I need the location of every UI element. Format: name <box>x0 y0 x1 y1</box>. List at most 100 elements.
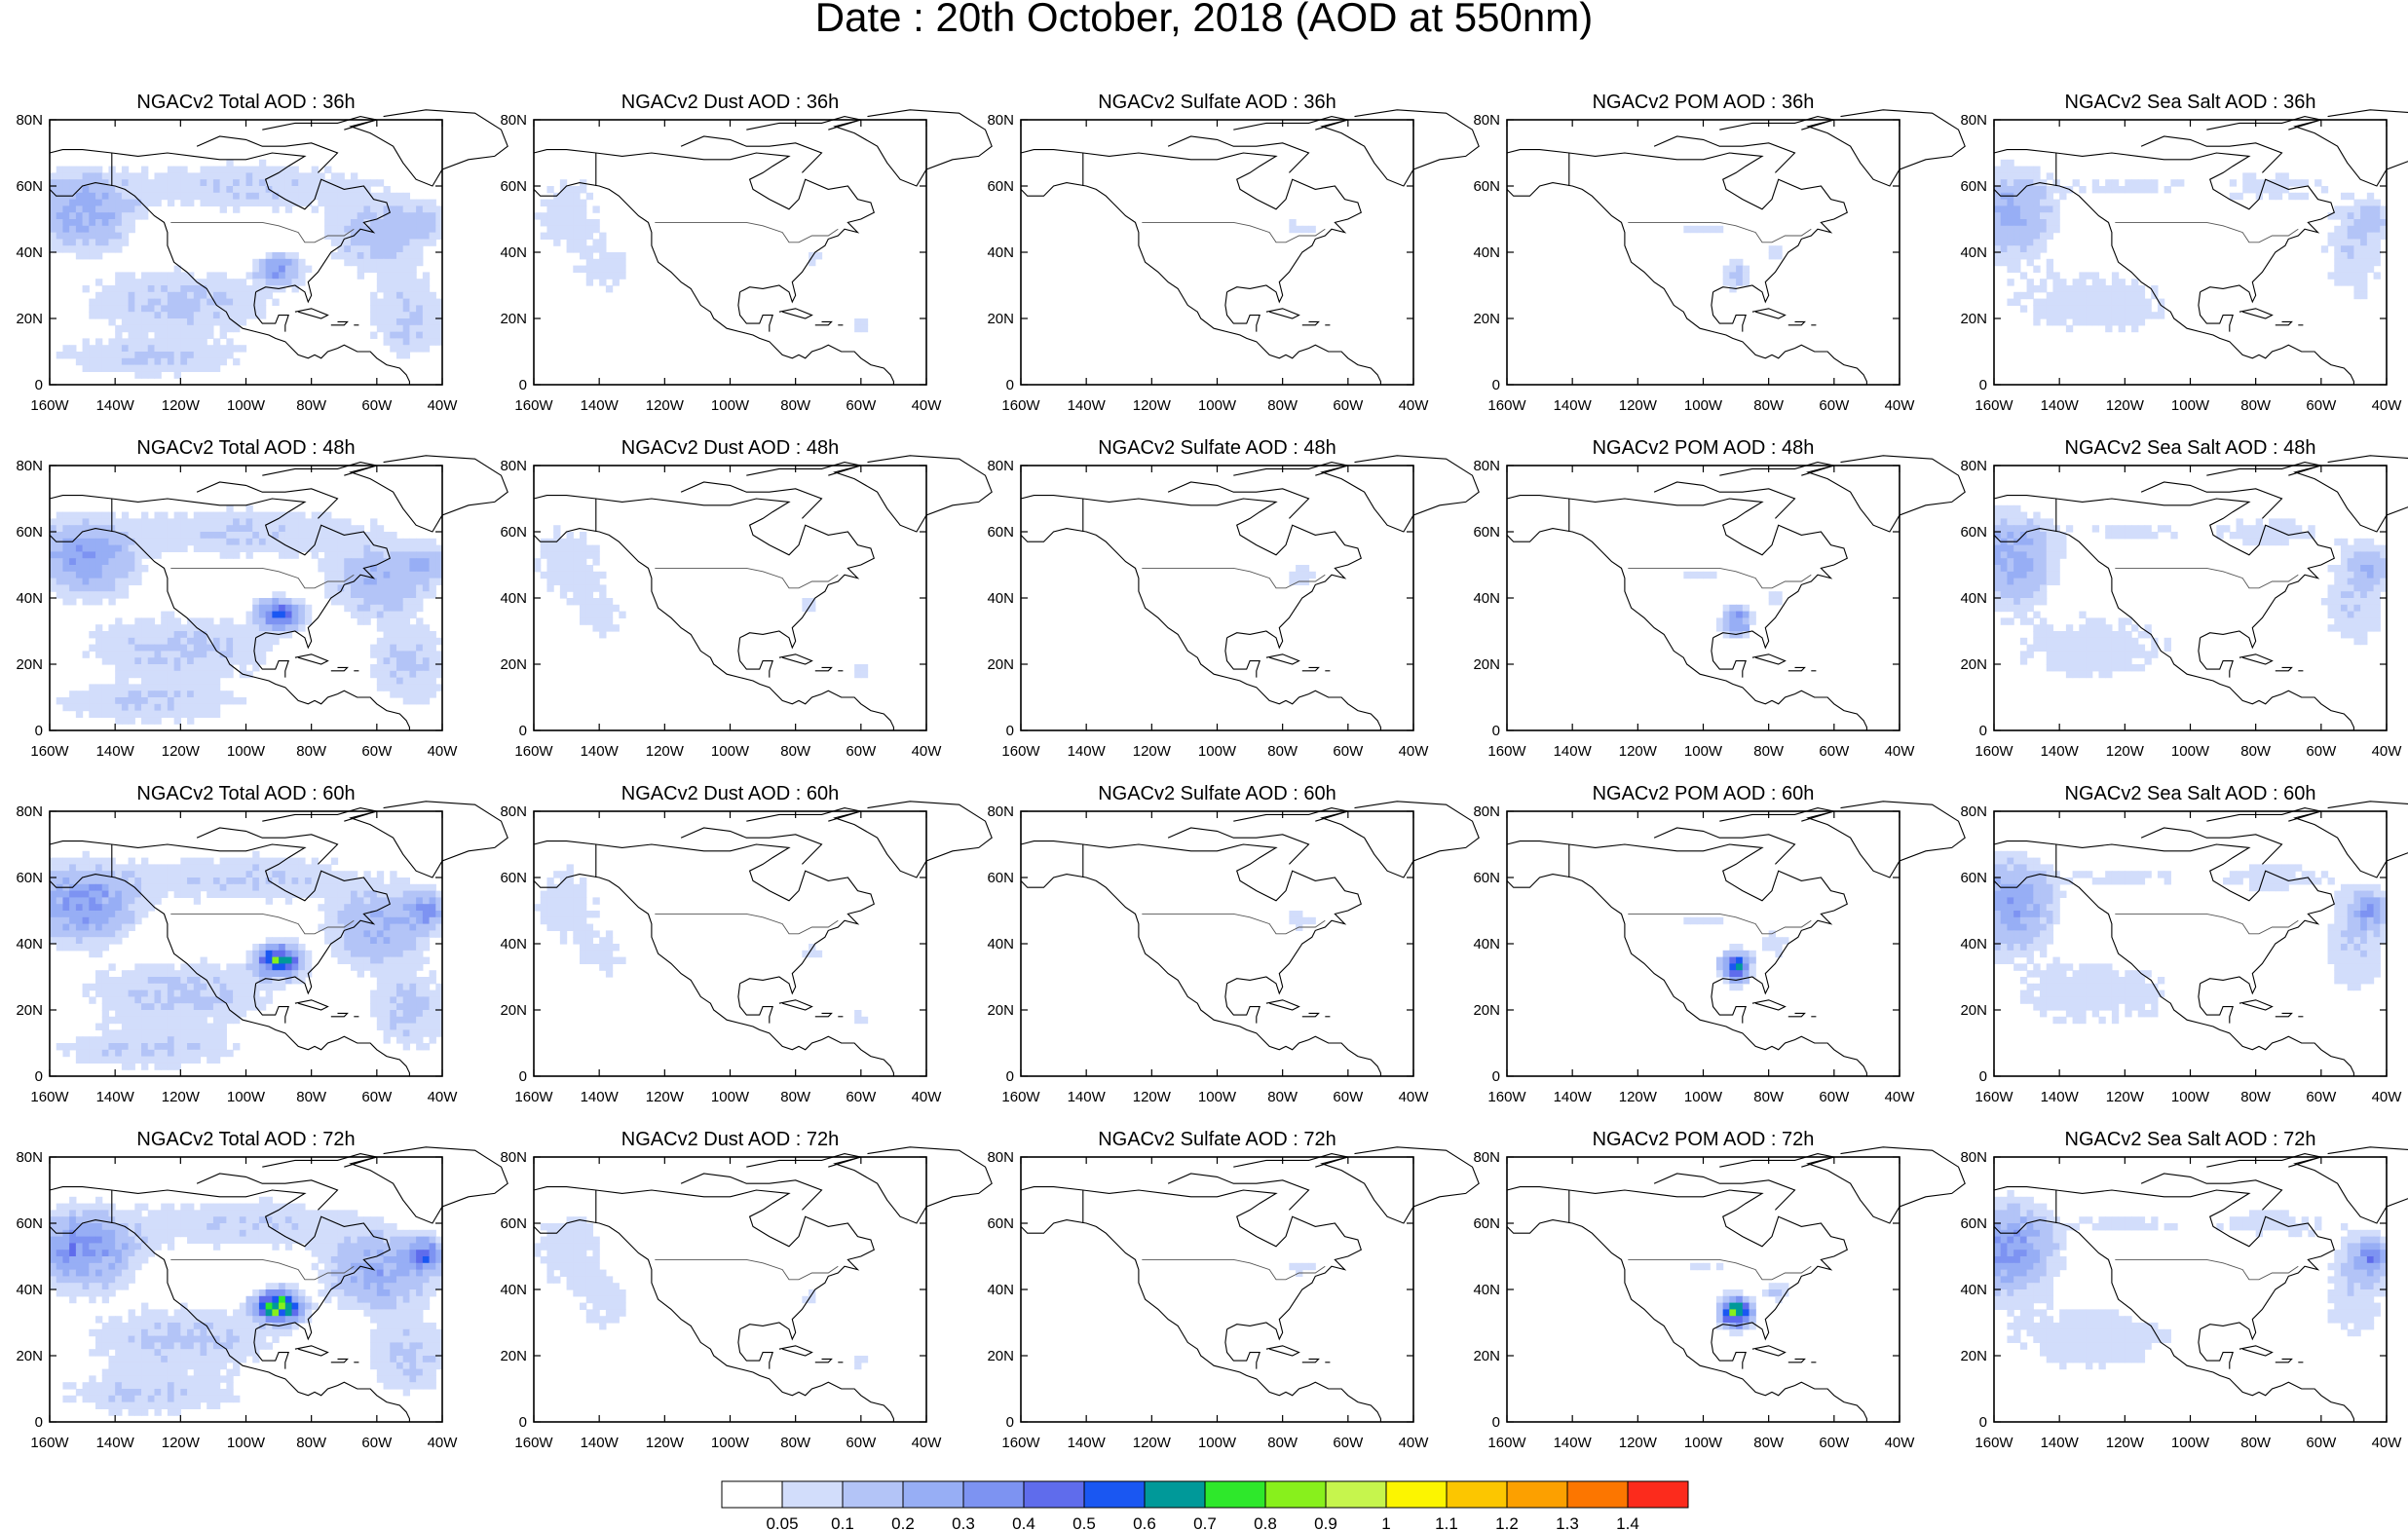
aod-cell <box>324 937 332 945</box>
aod-cell <box>115 199 123 206</box>
x-tick-label: 80W <box>2240 397 2272 414</box>
aod-cell <box>573 225 581 234</box>
aod-cell <box>284 937 293 945</box>
coastline <box>2206 462 2321 476</box>
aod-cell <box>233 205 241 213</box>
aod-cell <box>390 937 397 945</box>
aod-cell <box>128 525 135 533</box>
aod-cell <box>546 571 554 579</box>
aod-cell <box>376 897 385 905</box>
x-tick-label: 60W <box>2306 397 2337 414</box>
aod-cell <box>390 578 397 585</box>
aod-cell <box>219 990 227 997</box>
aod-cell <box>187 670 195 679</box>
aod-cell <box>383 331 391 339</box>
national-border <box>655 567 839 589</box>
aod-cell <box>75 565 84 573</box>
aod-cell <box>252 850 260 859</box>
aod-cell <box>141 279 149 286</box>
aod-cell <box>363 923 371 931</box>
aod-cell <box>337 538 345 546</box>
aod-cell <box>219 544 227 552</box>
aod-cell <box>2046 291 2054 300</box>
aod-cell <box>409 624 417 632</box>
aod-cell <box>284 199 293 206</box>
aod-cell <box>2125 305 2132 313</box>
aod-cell <box>2366 252 2375 260</box>
aod-cell <box>89 691 96 698</box>
aod-cell <box>337 252 345 260</box>
aod-cell <box>370 664 378 672</box>
aod-cell <box>2013 525 2021 533</box>
aod-cell <box>207 345 214 353</box>
aod-cell <box>1308 225 1316 234</box>
aod-cell <box>2380 232 2388 240</box>
aod-cell <box>324 538 332 546</box>
aod-cell <box>89 937 96 945</box>
aod-cell <box>82 571 90 579</box>
aod-cell <box>390 331 397 339</box>
aod-cell <box>344 598 352 606</box>
aod-cell <box>154 631 162 639</box>
aod-cell <box>573 232 581 240</box>
aod-cell <box>233 871 241 878</box>
aod-cell <box>279 950 286 958</box>
x-tick-label: 140W <box>1068 397 1107 414</box>
aod-cell <box>167 637 175 646</box>
aod-cell <box>2294 525 2303 533</box>
aod-cell <box>376 664 385 672</box>
aod-cell <box>180 544 188 552</box>
aod-cell <box>56 944 64 952</box>
aod-cell <box>56 864 64 872</box>
aod-cell <box>147 970 156 978</box>
aod-cell <box>2373 225 2381 234</box>
aod-cell <box>383 324 391 333</box>
aod-cell <box>1994 192 2002 201</box>
aod-cell <box>395 245 404 253</box>
aod-cell <box>383 551 391 559</box>
y-tick-label: 0 <box>519 377 527 393</box>
aod-cell <box>115 996 123 1004</box>
aod-cell <box>82 990 90 997</box>
aod-cell <box>298 970 306 978</box>
aod-cell <box>2353 617 2361 625</box>
aod-cell <box>304 890 313 898</box>
aod-cell <box>95 532 103 540</box>
aod-cell <box>245 857 253 865</box>
aod-cell <box>390 983 397 991</box>
x-tick-label: 120W <box>646 397 685 414</box>
aod-cell <box>173 637 181 646</box>
aod-cell <box>161 644 169 652</box>
aod-cell <box>56 571 64 579</box>
aod-cell <box>50 890 57 898</box>
y-tick-label: 0 <box>519 723 527 739</box>
aod-cell <box>383 624 391 632</box>
aod-cell <box>233 511 241 519</box>
aod-cell <box>376 970 385 978</box>
aod-cell <box>128 1043 135 1051</box>
aod-cell <box>2000 565 2009 573</box>
coastline <box>253 637 289 678</box>
aod-cell <box>258 644 267 652</box>
aod-cell <box>2118 324 2126 333</box>
aod-cell <box>390 285 397 293</box>
aod-cell <box>167 963 175 971</box>
aod-cell <box>395 558 404 566</box>
aod-cell <box>409 691 417 698</box>
aod-cell <box>402 1043 411 1051</box>
aod-cell <box>200 883 207 892</box>
aod-cell <box>395 1010 404 1018</box>
aod-cell <box>350 944 358 952</box>
aod-cell <box>167 691 175 698</box>
aod-cell <box>2000 525 2009 533</box>
aod-cell <box>69 551 77 559</box>
aod-cell <box>50 199 57 206</box>
aod-cell <box>154 1010 162 1018</box>
aod-cell <box>390 990 397 997</box>
aod-cell <box>2334 565 2342 573</box>
aod-cell <box>207 511 214 519</box>
aod-cell <box>1690 225 1698 234</box>
aod-cell <box>2046 258 2054 267</box>
aod-cell <box>75 691 84 698</box>
aod-cell <box>2360 558 2368 566</box>
